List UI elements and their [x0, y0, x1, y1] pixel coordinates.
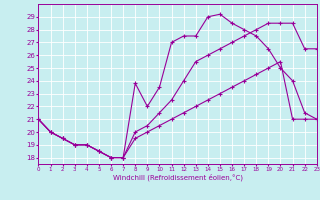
X-axis label: Windchill (Refroidissement éolien,°C): Windchill (Refroidissement éolien,°C) — [113, 173, 243, 181]
